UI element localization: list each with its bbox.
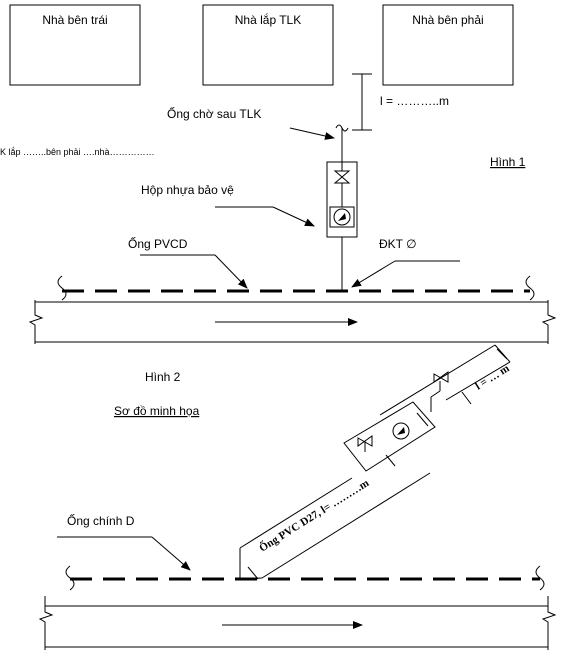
plastic-protection-box [326, 161, 358, 238]
valve-icon-3 [433, 371, 449, 383]
branch-length-label: l = … m [473, 362, 511, 392]
street-1 [28, 300, 557, 344]
street-2 [38, 596, 557, 650]
branch-pipe-label: Ống PVC D27, l= ………m [257, 476, 372, 554]
plastic-box-arrow [272, 206, 315, 227]
length-dimension: l = ………..m [352, 73, 449, 131]
house-left-label: Nhà bên trái [42, 13, 107, 27]
valve-icon-2 [357, 435, 373, 447]
pipeline-2 [65, 565, 545, 591]
figure2-label: Hình 2 [145, 370, 181, 384]
figure1-label: Hình 1 [490, 155, 526, 169]
valve-icon [333, 162, 351, 192]
house-right: Nhà bên phải [382, 4, 514, 86]
standby-pipe-leader [289, 127, 335, 140]
standby-pipe-symbol [335, 124, 349, 162]
plastic-box-label: Hộp nhựa bảo vệ [141, 183, 234, 197]
house-middle-label: Nhà lắp TLK [235, 12, 302, 27]
cut-note: K lắp ……..bên phải ….nhà…………… [0, 147, 155, 157]
house-right-label: Nhà bên phải [412, 13, 483, 27]
house-left: Nhà bên trái [9, 4, 141, 86]
standby-pipe-label: Ống chờ sau TLK [167, 106, 261, 121]
dkt-leader [351, 260, 396, 288]
illustration-label: Sơ đồ minh họa [114, 404, 200, 418]
main-pipe-arrow [151, 536, 191, 571]
plastic-protection-box-2 [343, 371, 449, 472]
house-middle: Nhà lắp TLK [202, 4, 334, 86]
length-label: l = ………..m [380, 94, 449, 108]
pipeline-1 [57, 275, 535, 301]
pvc-pipe-arrow [214, 254, 248, 289]
dkt-label: ĐKT ∅ [379, 237, 417, 251]
main-pipe-label: Ống chính D [67, 513, 135, 528]
water-meter-icon-2 [392, 422, 410, 440]
branch-pipe [239, 344, 511, 580]
pvc-pipe-label: Ống PVCD [128, 236, 188, 251]
water-meter-icon [329, 192, 355, 228]
